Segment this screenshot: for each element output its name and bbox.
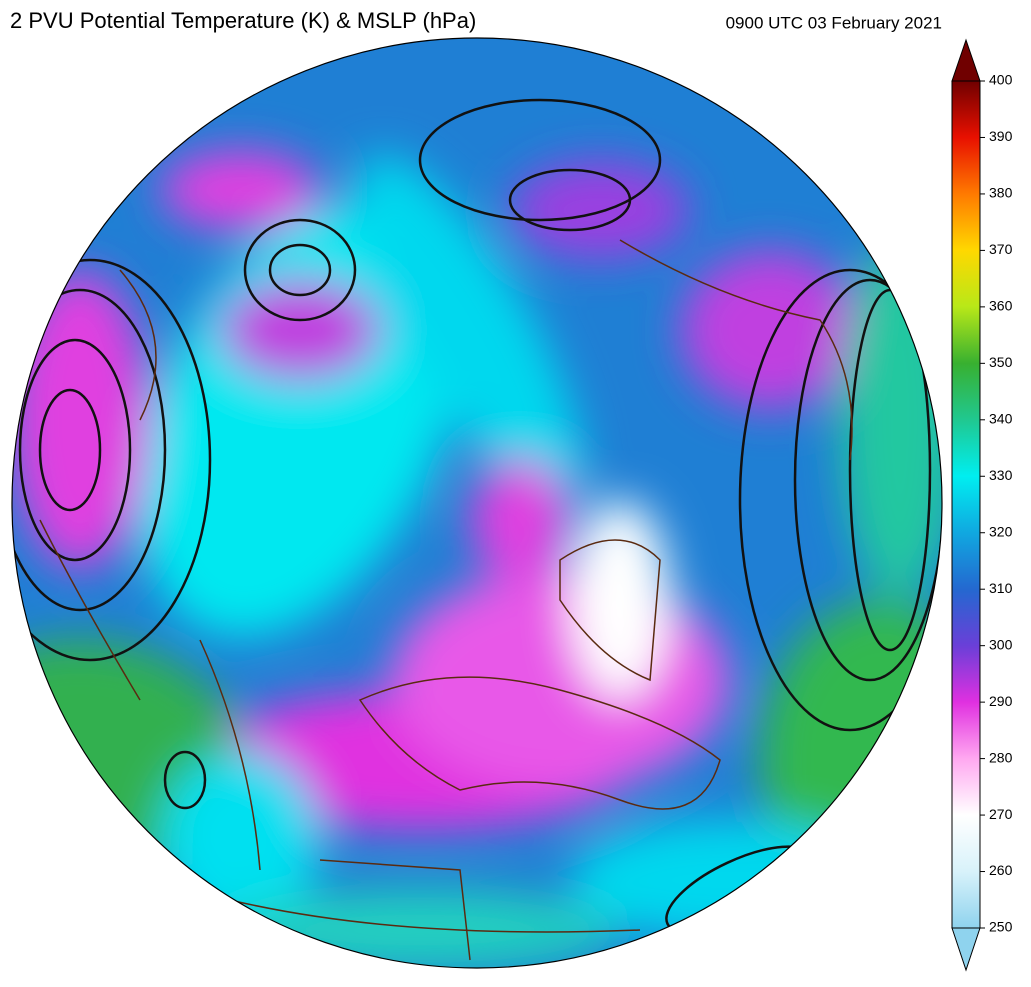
colorbar-tick-label: 390: [989, 128, 1013, 144]
colorbar-tick-label: 360: [989, 298, 1013, 314]
colorbar-tick-label: 400: [989, 72, 1013, 88]
colorbar-tick-label: 320: [989, 523, 1013, 539]
colorbar-tick-label: 300: [989, 636, 1013, 652]
colorbar-tick-label: 260: [989, 862, 1013, 878]
colorbar-tick-label: 280: [989, 749, 1013, 765]
colorbar-tick-label: 250: [989, 919, 1013, 935]
colorbar-extend-min: [951, 927, 981, 972]
colorbar: 250 260 270 280 290 300 310 320 330 340 350 360 370 3…: [951, 38, 1013, 972]
colorbar-tick-label: 340: [989, 411, 1013, 427]
map-timestamp: 0900 UTC 03 February 2021: [726, 13, 942, 32]
colorbar-tick-label: 350: [989, 354, 1013, 370]
map-title: 2 PVU Potential Temperature (K) & MSLP (…: [10, 8, 476, 33]
colorbar-tick-label: 310: [989, 580, 1013, 596]
colorbar-extend-max: [951, 38, 981, 82]
colorbar-fill: [951, 80, 981, 929]
colorbar-tick-label: 270: [989, 806, 1013, 822]
map-boundary: [11, 37, 943, 969]
colorbar-tick-label: 330: [989, 467, 1013, 483]
colorbar-tick-label: 290: [989, 693, 1013, 709]
colorbar-tick-label: 380: [989, 185, 1013, 201]
colorbar-tick-label: 370: [989, 241, 1013, 257]
